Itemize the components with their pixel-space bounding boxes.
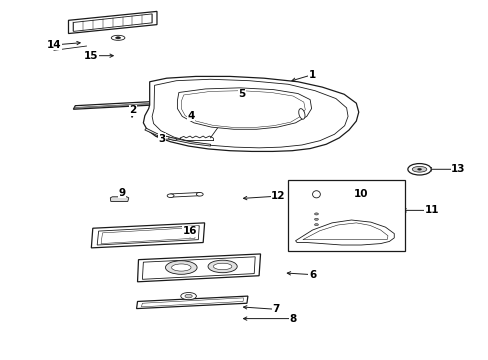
Text: 8: 8 [289, 314, 296, 324]
Ellipse shape [164, 136, 169, 139]
Ellipse shape [116, 37, 120, 39]
Ellipse shape [111, 35, 124, 40]
Polygon shape [91, 223, 204, 248]
Polygon shape [137, 254, 260, 282]
Polygon shape [74, 102, 174, 109]
Text: 6: 6 [308, 270, 316, 280]
Ellipse shape [213, 263, 231, 270]
Text: 3: 3 [158, 134, 165, 144]
Ellipse shape [417, 168, 421, 170]
Ellipse shape [312, 191, 320, 198]
Ellipse shape [196, 193, 203, 196]
Text: 2: 2 [129, 105, 136, 115]
Text: 10: 10 [353, 189, 367, 199]
Ellipse shape [314, 213, 318, 215]
Ellipse shape [407, 163, 430, 175]
Text: 12: 12 [271, 191, 285, 201]
Text: 11: 11 [424, 205, 438, 215]
Ellipse shape [171, 264, 191, 271]
Polygon shape [136, 296, 247, 309]
Polygon shape [110, 197, 128, 202]
Ellipse shape [207, 260, 237, 273]
Polygon shape [295, 220, 393, 245]
Polygon shape [143, 76, 358, 152]
Polygon shape [73, 14, 152, 31]
FancyBboxPatch shape [287, 180, 404, 251]
Polygon shape [157, 135, 177, 141]
Text: 14: 14 [46, 40, 61, 50]
Ellipse shape [167, 194, 174, 198]
Text: 13: 13 [450, 164, 465, 174]
Text: 15: 15 [84, 51, 99, 61]
Text: 9: 9 [118, 188, 125, 198]
Polygon shape [144, 128, 210, 146]
Text: 4: 4 [187, 111, 194, 121]
Text: 5: 5 [238, 89, 245, 99]
Text: 7: 7 [272, 304, 279, 314]
Polygon shape [170, 193, 200, 197]
Ellipse shape [184, 294, 192, 298]
Text: 1: 1 [308, 69, 316, 80]
Text: 16: 16 [183, 226, 197, 237]
Polygon shape [177, 88, 311, 129]
Ellipse shape [411, 166, 426, 172]
Ellipse shape [165, 261, 197, 274]
Ellipse shape [298, 109, 305, 119]
Ellipse shape [314, 224, 318, 226]
Ellipse shape [314, 218, 318, 220]
Polygon shape [73, 100, 175, 109]
Polygon shape [68, 12, 157, 33]
Ellipse shape [181, 293, 196, 300]
